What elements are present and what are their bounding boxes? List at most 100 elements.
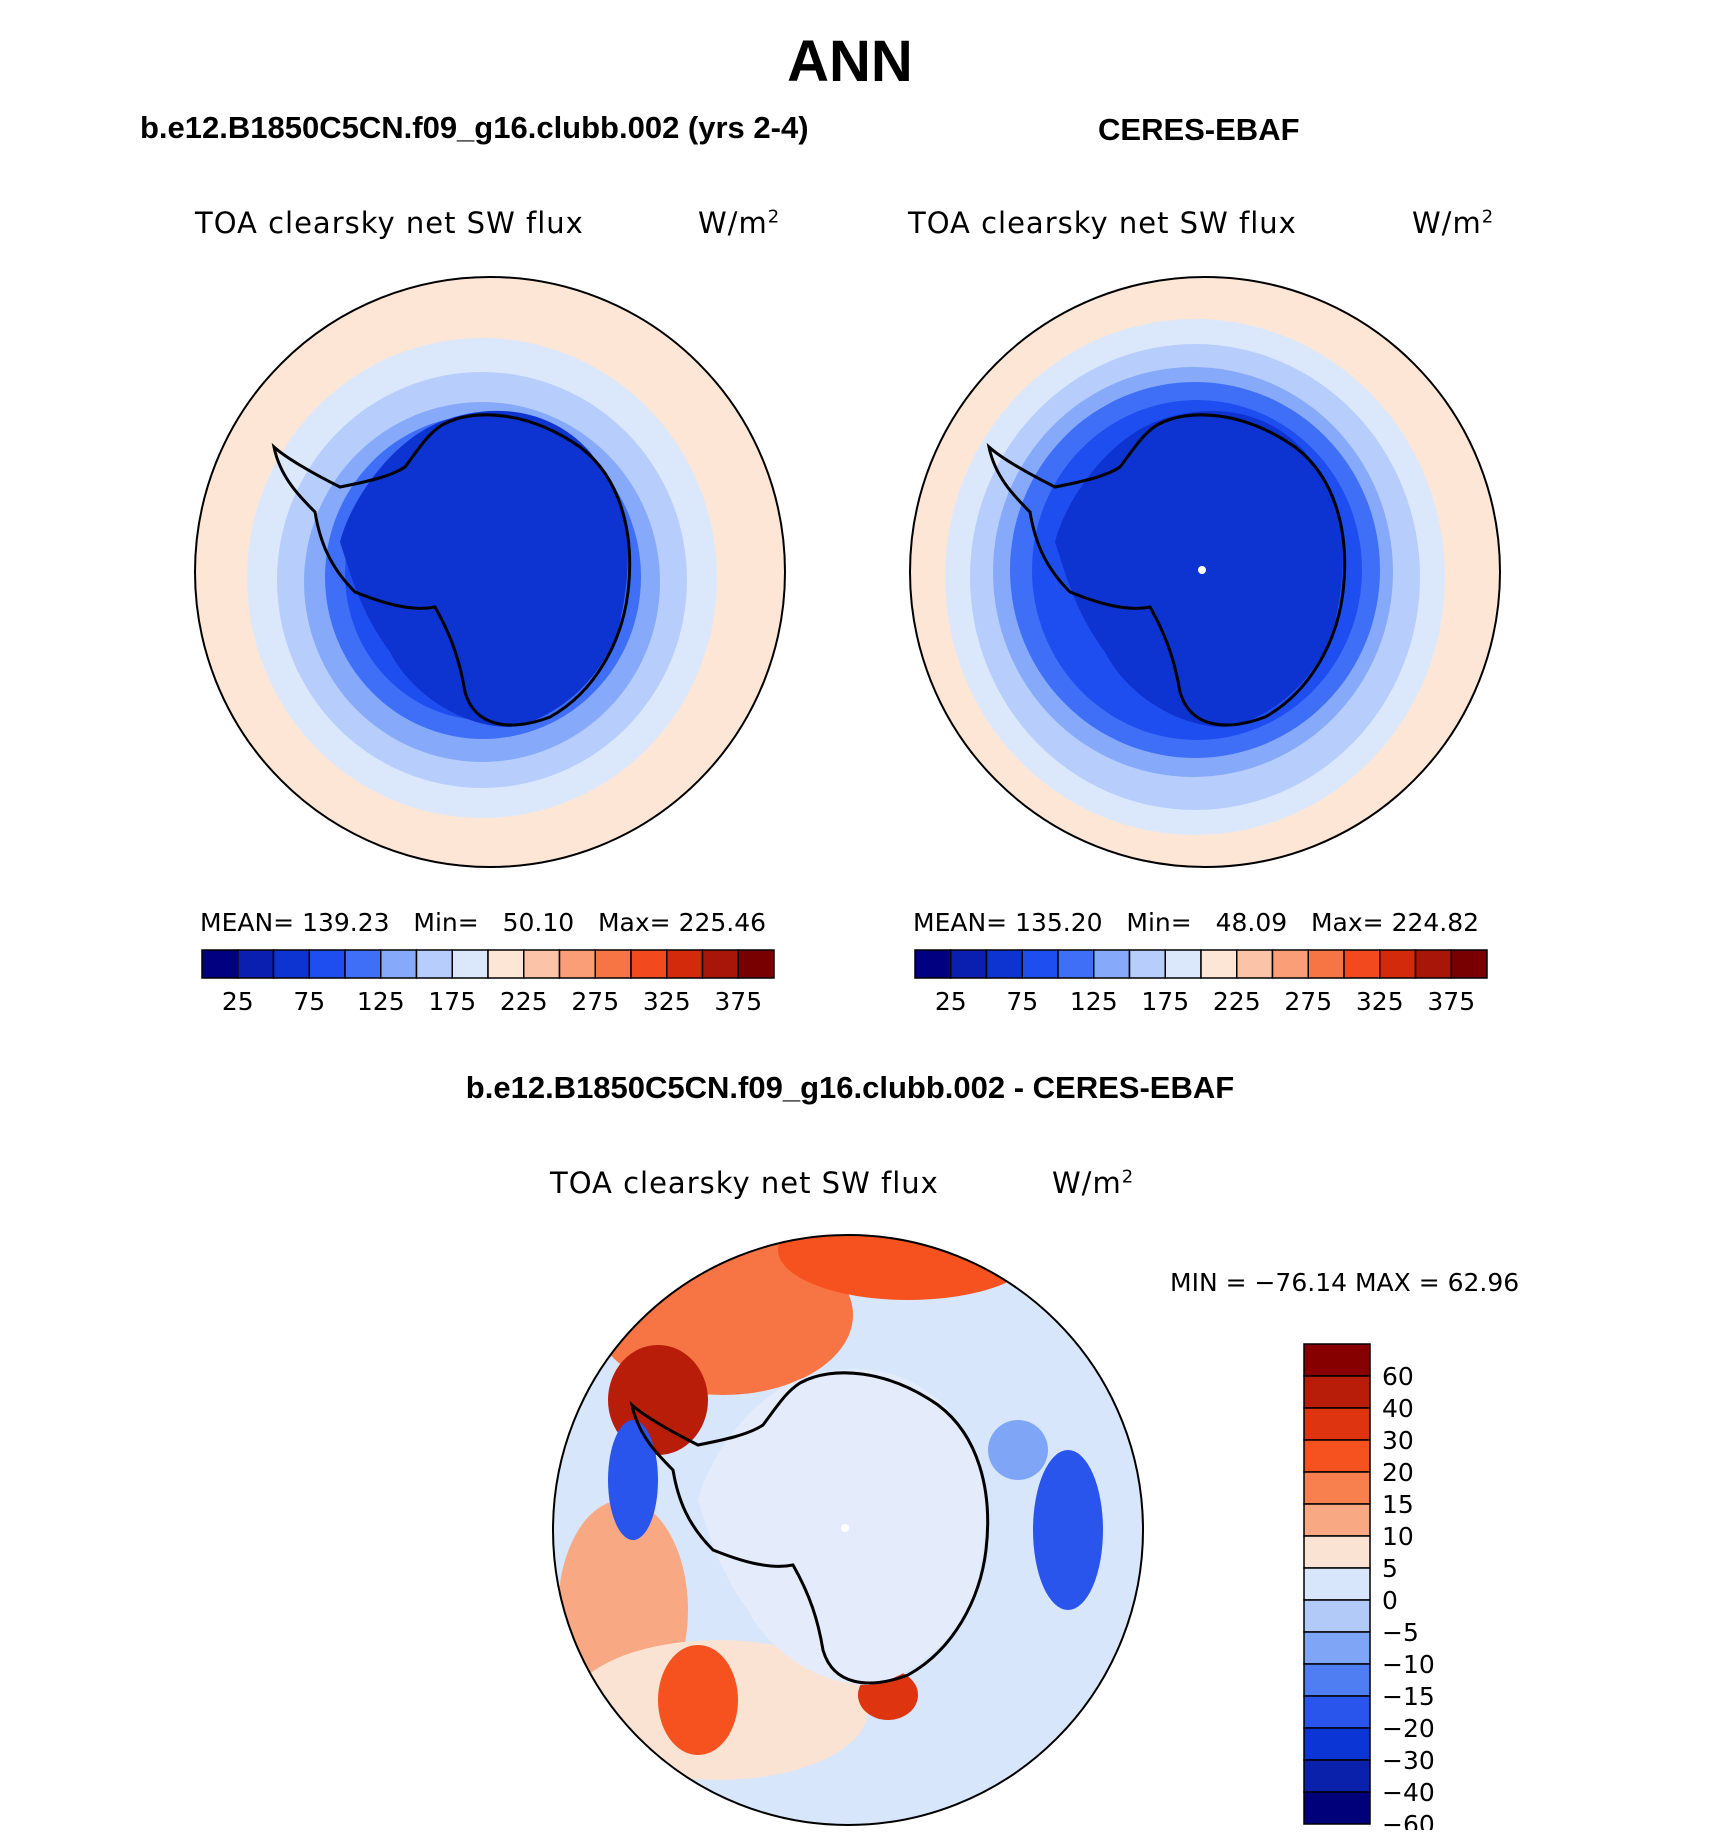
model-colorbar-tick-label: 75	[293, 987, 325, 1016]
model-stats: MEAN= 139.23 Min= 50.10 Max= 225.46	[200, 908, 766, 937]
obs-colorbar-swatch	[1128, 949, 1166, 979]
obs-colorbar-swatch	[1307, 949, 1345, 979]
model-colorbar-swatch	[201, 949, 239, 979]
diff-colorbar-tick-label: 5	[1382, 1554, 1398, 1583]
model-colorbar-tick-label: 375	[714, 987, 762, 1016]
diff-colorbar: 60 40 30 20 15 10 5 0 −5 −10 −15 −20 −30 −40 −60	[1303, 1343, 1435, 1830]
obs-colorbar-swatch	[1164, 949, 1202, 979]
obs-max-value: 224.82	[1391, 908, 1480, 937]
diff-coastline	[629, 1371, 990, 1685]
obs-units-text: W/m	[1412, 206, 1482, 240]
model-colorbar-tick-label: 175	[428, 987, 476, 1016]
obs-map-border	[909, 276, 1501, 868]
obs-colorbar: 25 75 125 175 225 275 325 375	[914, 949, 1488, 1016]
model-min-label: Min=	[413, 908, 479, 937]
obs-min-label: Min=	[1126, 908, 1192, 937]
obs-colorbar-swatch	[1236, 949, 1274, 979]
obs-stats: MEAN= 135.20 Min= 48.09 Max= 224.82	[913, 908, 1479, 937]
diff-colorbar-tick-label: 60	[1382, 1362, 1414, 1391]
diff-colorbar-swatch	[1303, 1471, 1371, 1505]
diff-colorbar-tick-label: −15	[1382, 1682, 1435, 1711]
model-colorbar-tick-label: 225	[500, 987, 548, 1016]
model-colorbar-tick-label: 275	[571, 987, 619, 1016]
obs-panel-title: CERES-EBAF	[1098, 112, 1300, 147]
obs-colorbar-tick-label: 25	[935, 987, 967, 1016]
model-colorbar-tick-label: 325	[643, 987, 691, 1016]
model-colorbar-swatch	[451, 949, 489, 979]
model-colorbar-swatch	[558, 949, 596, 979]
model-colorbar-swatch	[308, 949, 346, 979]
diff-colorbar-tick-label: −20	[1382, 1714, 1435, 1743]
diff-colorbar-swatch	[1303, 1791, 1371, 1825]
diff-colorbar-swatch	[1303, 1439, 1371, 1473]
diff-minmax-label: MIN = −76.14 MAX = 62.96	[1170, 1268, 1520, 1297]
model-colorbar-swatch	[523, 949, 561, 979]
diff-colorbar-swatch	[1303, 1631, 1371, 1665]
obs-units-exponent: 2	[1481, 206, 1495, 228]
obs-polar-map	[909, 276, 1501, 868]
obs-coastline	[986, 413, 1347, 727]
obs-colorbar-swatch	[1021, 949, 1059, 979]
model-antarctica-fill	[340, 410, 628, 727]
model-max-value: 225.46	[678, 908, 767, 937]
model-colorbar-swatch	[272, 949, 310, 979]
model-coastline	[271, 413, 632, 727]
model-colorbar-swatch	[666, 949, 704, 979]
model-panel-title: b.e12.B1850C5CN.f09_g16.clubb.002 (yrs 2…	[140, 110, 809, 145]
diff-colorbar-swatch	[1303, 1567, 1371, 1601]
obs-colorbar-tick-label: 375	[1427, 987, 1475, 1016]
obs-colorbar-tick-label: 225	[1213, 987, 1261, 1016]
obs-colorbar-swatch	[914, 949, 952, 979]
diff-colorbar-swatch	[1303, 1727, 1371, 1761]
obs-colorbar-swatch	[950, 949, 988, 979]
diff-colorbar-tick-label: 20	[1382, 1458, 1414, 1487]
diff-colorbar-tick-label: −10	[1382, 1650, 1435, 1679]
model-colorbar-swatch	[415, 949, 453, 979]
model-colorbar-swatch	[630, 949, 668, 979]
obs-max-label: Max=	[1310, 908, 1384, 937]
model-colorbar-swatch	[344, 949, 382, 979]
diff-variable-label: TOA clearsky net SW flux	[550, 1166, 939, 1200]
obs-colorbar-tick-label: 275	[1284, 987, 1332, 1016]
model-colorbar-swatch	[487, 949, 525, 979]
diff-colorbar-tick-label: 0	[1382, 1586, 1398, 1615]
diff-polar-map	[552, 1234, 1144, 1826]
model-colorbar: 25 75 125 175 225 275 325 375	[201, 949, 775, 1016]
model-max-label: Max=	[597, 908, 671, 937]
model-min-value: 50.10	[502, 908, 575, 937]
diff-colorbar-tick-label: 40	[1382, 1394, 1414, 1423]
model-units-exponent: 2	[767, 206, 781, 228]
diff-colorbar-swatch	[1303, 1759, 1371, 1793]
diff-colorbar-tick-label: 10	[1382, 1522, 1414, 1551]
model-units-text: W/m	[698, 206, 768, 240]
model-colorbar-swatch	[594, 949, 632, 979]
obs-colorbar-swatch	[1343, 949, 1381, 979]
obs-colorbar-swatch	[1379, 949, 1417, 979]
diff-colorbar-tick-label: −40	[1382, 1778, 1435, 1807]
model-map-border	[194, 276, 786, 868]
obs-colorbar-tick-label: 125	[1070, 987, 1118, 1016]
diff-colorbar-tick-label: 15	[1382, 1490, 1414, 1519]
diff-cool-patch-ne	[988, 1420, 1048, 1480]
model-colorbar-tick-label: 125	[357, 987, 405, 1016]
diff-colorbar-swatch	[1303, 1599, 1371, 1633]
obs-colorbar-swatch	[1414, 949, 1452, 979]
obs-colorbar-tick-label: 175	[1141, 987, 1189, 1016]
model-colorbar-tick-label: 25	[222, 987, 254, 1016]
obs-colorbar-tick-label: 325	[1356, 987, 1404, 1016]
diff-cool-patch-e	[1033, 1450, 1103, 1610]
diff-pole-marker	[841, 1524, 849, 1532]
model-mean-value: 139.23	[302, 908, 390, 937]
obs-colorbar-tick-label: 75	[1006, 987, 1038, 1016]
model-colorbar-swatch	[701, 949, 739, 979]
diff-cool-patch-w	[608, 1420, 658, 1540]
diff-colorbar-tick-label: 30	[1382, 1426, 1414, 1455]
diff-warm-patch-sw	[658, 1645, 738, 1755]
diff-units-exponent: 2	[1121, 1166, 1135, 1188]
model-colorbar-swatch	[380, 949, 418, 979]
diff-colorbar-swatch	[1303, 1695, 1371, 1729]
obs-colorbar-swatch	[1271, 949, 1309, 979]
model-polar-map	[194, 276, 786, 868]
obs-colorbar-swatch	[1093, 949, 1131, 979]
diff-units-label: W/m2	[1052, 1166, 1134, 1200]
